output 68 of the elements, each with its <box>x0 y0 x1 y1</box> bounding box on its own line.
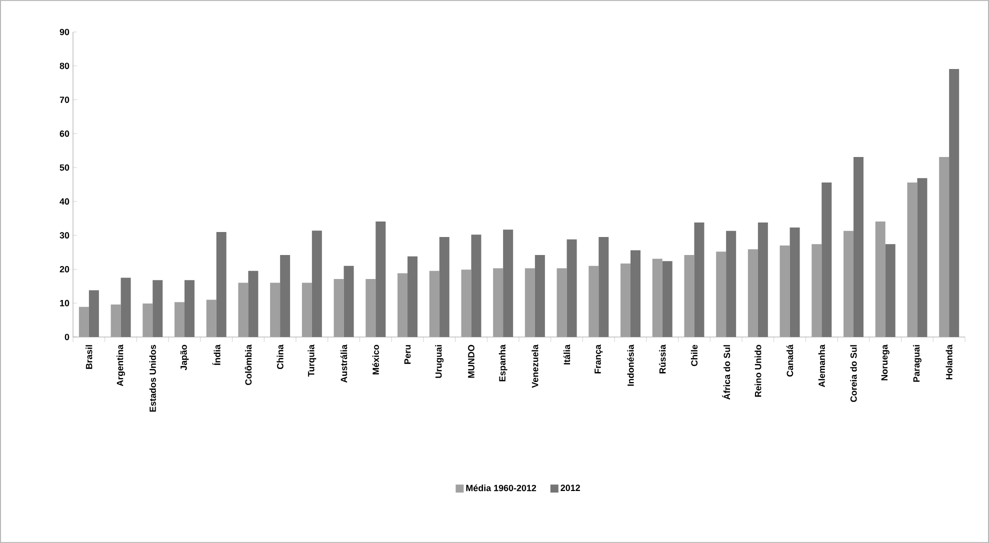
y-tick-label: 50 <box>60 164 70 171</box>
x-tick-label: Turquia <box>308 344 316 377</box>
x-tick-label: China <box>276 344 284 370</box>
bar <box>493 268 504 337</box>
legend-label: Média 1960-2012 <box>466 484 536 492</box>
bar <box>429 270 440 337</box>
x-tick-label: Paraguai <box>913 345 922 382</box>
y-tick-label: 40 <box>60 198 70 205</box>
x-tick-label: Espanha <box>498 344 508 382</box>
bar <box>174 302 184 337</box>
x-tick-label: Holanda <box>946 344 952 380</box>
bar <box>620 263 631 337</box>
x-tick-label: Reino Unido <box>754 344 762 397</box>
bar <box>588 266 599 337</box>
y-tick-label: 0 <box>64 334 70 340</box>
y-tick-label: 90 <box>60 28 70 36</box>
bar <box>366 279 376 337</box>
y-tick-label: 20 <box>60 266 70 272</box>
y-tick-label: 10 <box>60 300 70 306</box>
x-tick-label: Coreia do Sul <box>850 345 857 402</box>
x-tick-label: Índia <box>212 344 220 365</box>
x-tick-label: Venezuela <box>532 344 538 388</box>
x-tick-label: Estados Unidos <box>149 344 156 412</box>
x-tick-label: Japão <box>180 344 189 370</box>
bar <box>748 249 758 337</box>
x-tick-label: Itália <box>563 344 570 364</box>
x-tick-label: Canadá <box>786 344 794 377</box>
y-tick-label: 70 <box>60 96 70 103</box>
bar <box>142 303 153 337</box>
x-tick-label: França <box>594 344 603 374</box>
legend-label: 2012 <box>560 484 580 492</box>
x-tick-label: Austrália <box>340 344 348 383</box>
y-tick-label: 30 <box>60 232 70 239</box>
x-tick-label: Argentina <box>116 344 125 386</box>
bar <box>780 246 790 337</box>
bar <box>524 268 535 337</box>
x-tick-label: Indonésia <box>627 344 634 386</box>
x-tick-label: Brasil <box>86 345 92 369</box>
x-tick-label: Rússia <box>659 344 666 374</box>
bar <box>334 279 344 337</box>
x-tick-label: Noruega <box>881 344 890 380</box>
bar <box>907 182 918 337</box>
x-tick-label: Uruguai <box>435 345 444 378</box>
bar <box>812 244 822 337</box>
x-tick-label: Alemanha <box>818 344 825 388</box>
bar <box>652 258 662 337</box>
bar <box>110 304 121 337</box>
x-tick-label: México <box>372 344 379 374</box>
bar <box>206 300 216 337</box>
x-tick-label: Chile <box>690 344 698 366</box>
y-tick-label: 80 <box>60 62 70 70</box>
bar <box>684 254 694 337</box>
bar <box>398 273 408 337</box>
bar <box>302 282 312 337</box>
x-tick-label: Peru <box>404 345 411 364</box>
x-tick-label: Colômbia <box>244 344 252 385</box>
bar <box>78 306 89 337</box>
bar <box>875 221 886 337</box>
bar <box>716 252 726 337</box>
x-tick-label: África do Sul <box>722 345 730 400</box>
x-tick-label: MUNDO <box>468 344 474 378</box>
y-tick-label: 60 <box>60 130 70 137</box>
bar <box>238 282 248 337</box>
bar <box>844 230 854 337</box>
bar <box>556 268 567 337</box>
bar <box>461 270 472 337</box>
bar <box>270 282 280 337</box>
bar <box>939 157 950 337</box>
